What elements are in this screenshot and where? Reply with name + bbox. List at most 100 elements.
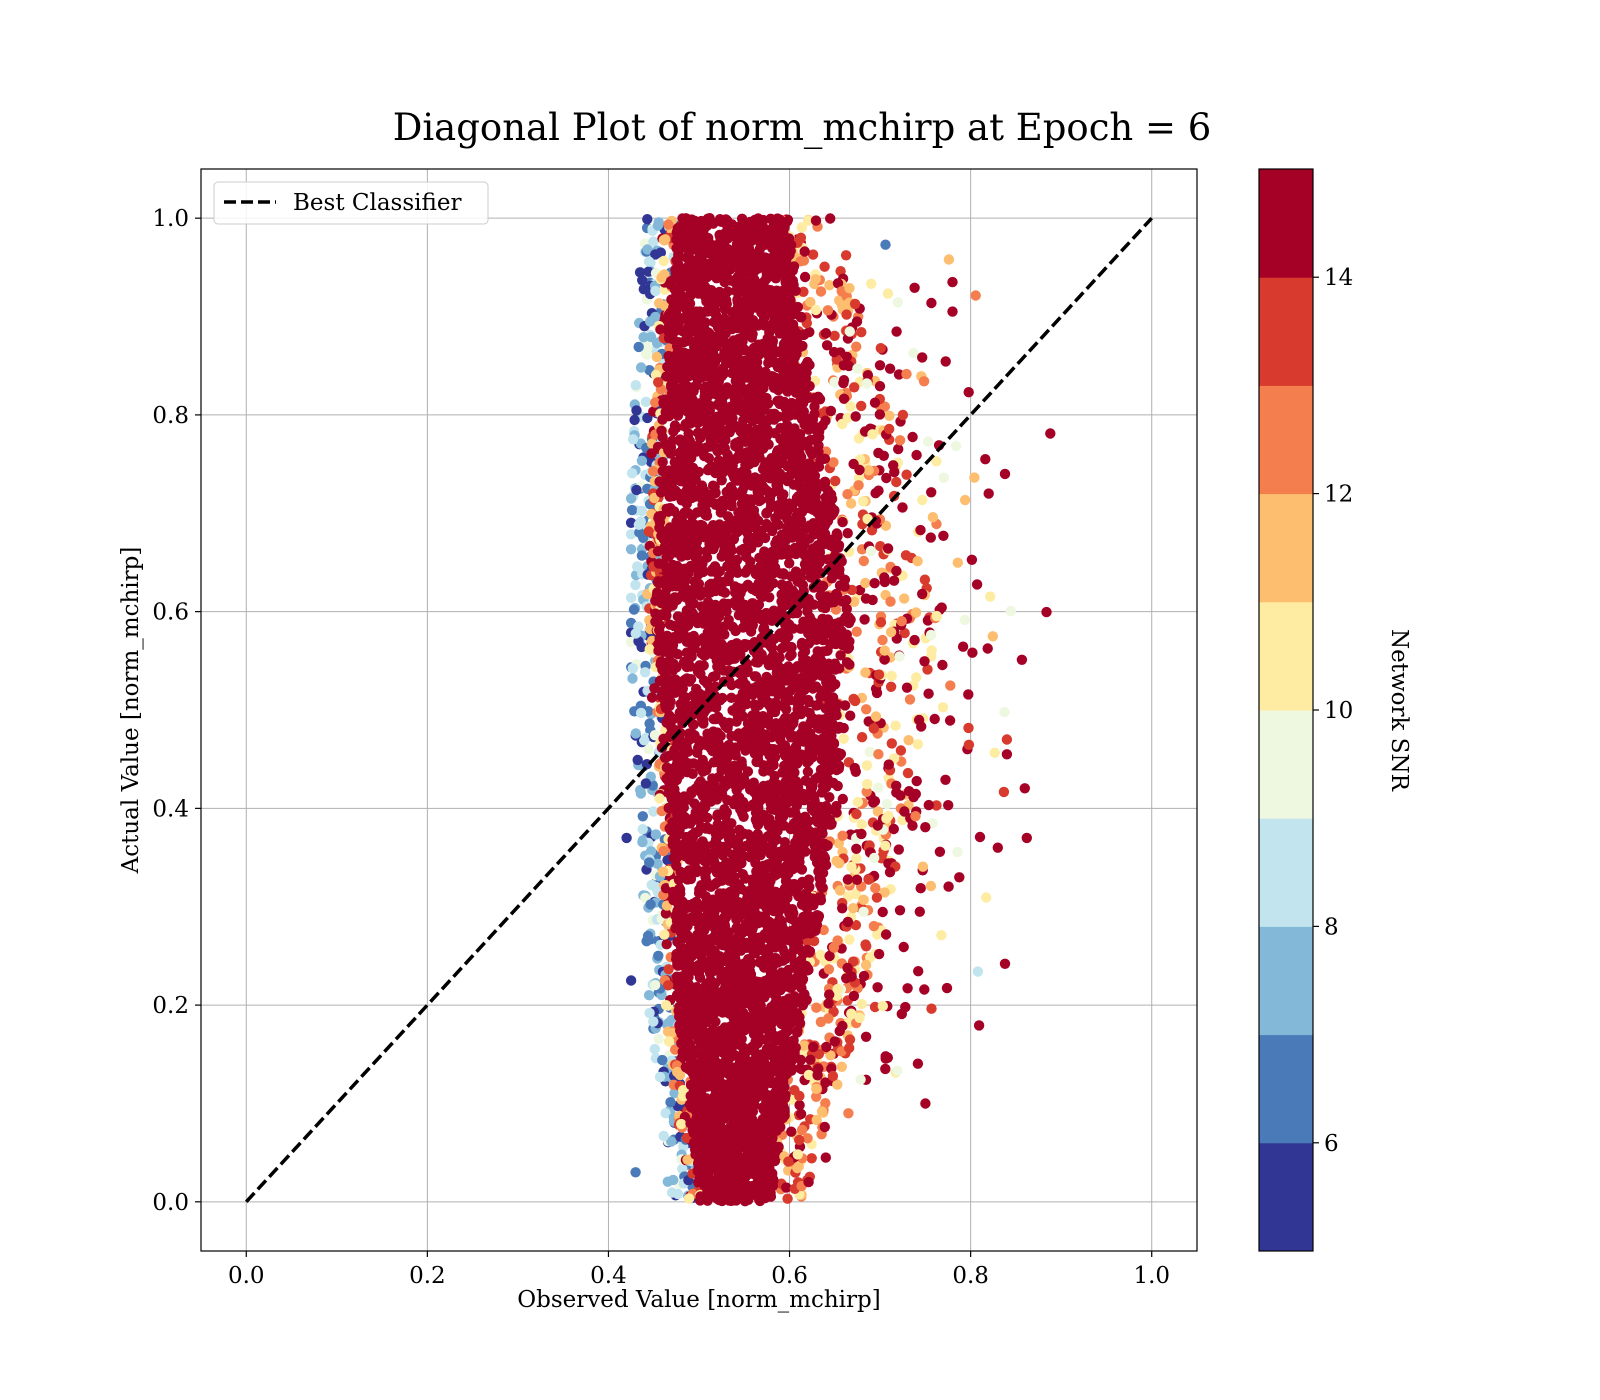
scatter-point (841, 657, 853, 668)
scatter-point (661, 752, 672, 763)
scatter-point (815, 949, 826, 961)
scatter-point (692, 747, 703, 758)
scatter-point (726, 692, 737, 703)
chart-title: Diagonal Plot of norm_mchirp at Epoch = … (393, 106, 1212, 150)
scatter-point (658, 845, 669, 857)
scatter-point (856, 400, 867, 412)
scatter-point (625, 544, 637, 555)
scatter-point (825, 405, 837, 417)
scatter-point (879, 645, 890, 656)
scatter-point (645, 846, 657, 857)
scatter-point (626, 504, 638, 516)
scatter-point (653, 1033, 664, 1045)
scatter-point (627, 663, 638, 674)
scatter-point (845, 498, 857, 509)
scatter-point (630, 380, 641, 391)
scatter-point (630, 728, 641, 739)
scatter-point (912, 556, 923, 567)
scatter-point (633, 636, 644, 647)
scatter-point (650, 285, 661, 297)
scatter-point (860, 577, 871, 589)
scatter-point (851, 808, 862, 820)
scatter-point (627, 434, 639, 445)
scatter-point (783, 1156, 794, 1167)
scatter-point (627, 673, 638, 684)
scatter-point (877, 634, 888, 646)
scatter-point (811, 1114, 822, 1126)
scatter-point (885, 681, 897, 692)
scatter-point (840, 250, 852, 261)
scatter-point (922, 664, 933, 675)
scatter-point (872, 806, 884, 817)
scatter-point (631, 484, 642, 496)
scatter-point (851, 853, 862, 864)
scatter-point (846, 861, 857, 873)
scatter-point (832, 278, 844, 289)
scatter-point (837, 793, 848, 805)
scatter-point (900, 550, 912, 561)
scatter-point (798, 286, 809, 297)
scatter-point (848, 693, 859, 705)
scatter-point (677, 1085, 689, 1096)
scatter-point (658, 255, 669, 267)
scatter-point (850, 919, 862, 931)
scatter-point (630, 628, 641, 639)
scatter-point (663, 1036, 675, 1047)
scatter-point (634, 527, 645, 538)
scatter-point (862, 778, 873, 790)
scatter-point (789, 331, 800, 343)
scatter-point (754, 233, 766, 245)
scatter-point (642, 244, 653, 255)
scatter-point (646, 448, 657, 459)
scatter-point (838, 393, 850, 404)
scatter-point (647, 466, 659, 477)
scatter-point (849, 382, 860, 393)
scatter-point (856, 327, 867, 338)
scatter-point (648, 806, 659, 817)
scatter-point (628, 604, 640, 615)
scatter-point (893, 443, 904, 455)
scatter-point (828, 457, 839, 468)
scatter-point (644, 1007, 655, 1019)
scatter-point (642, 930, 654, 942)
scatter-point (794, 1100, 805, 1111)
scatter-point (637, 824, 648, 835)
scatter-point (875, 617, 887, 628)
scatter-point (649, 979, 661, 991)
scatter-point (844, 1034, 856, 1045)
scatter-point (633, 341, 644, 353)
scatter-point (669, 1087, 680, 1099)
scatter-point (802, 215, 814, 226)
scatter-point (643, 743, 654, 755)
scatter-point (713, 500, 724, 511)
scatter-point (657, 456, 668, 468)
scatter-point (838, 733, 849, 744)
scatter-point (645, 316, 656, 327)
scatter-point (830, 475, 841, 487)
scatter-point (655, 247, 666, 258)
scatter-point (666, 1027, 677, 1039)
scatter-point (791, 918, 802, 930)
scatter-point (861, 786, 872, 797)
scatter-point (663, 1018, 674, 1029)
scatter-point (663, 964, 674, 975)
scatter-point (636, 455, 648, 466)
scatter-point (682, 1154, 693, 1166)
scatter-point (856, 732, 868, 743)
scatter-point (635, 362, 647, 373)
scatter-point (842, 528, 853, 539)
scatter-point (720, 721, 731, 732)
scatter-point (749, 902, 760, 913)
scatter-point (799, 246, 810, 257)
scatter-point (654, 793, 665, 804)
scatter-point (811, 1091, 822, 1103)
scatter-point (851, 341, 862, 352)
scatter-point (807, 249, 819, 260)
scatter-point (782, 1193, 793, 1204)
scatter-point (810, 215, 822, 226)
scatter-point (751, 756, 762, 768)
scatter-points (621, 213, 1056, 1207)
scatter-point (860, 667, 871, 678)
scatter-point (666, 1187, 678, 1198)
